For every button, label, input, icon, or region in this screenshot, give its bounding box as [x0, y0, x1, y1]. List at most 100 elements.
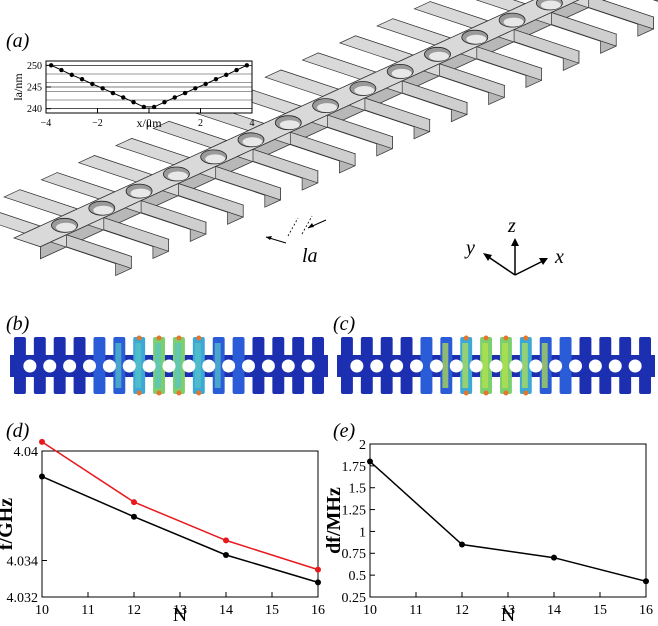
beam-hole-highlight: [167, 171, 188, 181]
panel-label-b: (b): [6, 313, 30, 335]
data-point: [162, 99, 167, 105]
x-tick-label: 16: [639, 603, 653, 618]
data-point: [182, 90, 188, 96]
x-tick-label: 11: [81, 603, 94, 618]
chart-e: 0.25 0.5 0.75 1 1.25 1.5 1.75 2 10 11 12 13 14 15 16 Nd…: [323, 438, 653, 626]
data-point: [193, 86, 198, 91]
data-point: [131, 499, 137, 506]
mode-edge-highlight: [196, 335, 202, 341]
data-point: [69, 72, 74, 78]
axis-z-label: z: [507, 215, 516, 237]
y-tick-label: 2: [359, 438, 366, 453]
axis-x-label: x: [554, 246, 564, 268]
beam-hole-highlight: [540, 0, 561, 10]
data-point: [151, 104, 157, 110]
beam-near-tooth-side: [215, 165, 281, 201]
mode-tooth: [53, 337, 66, 394]
mode-edge-highlight: [136, 335, 142, 341]
mode-hole: [628, 359, 642, 373]
data-point: [100, 86, 105, 91]
beam-hole-highlight: [130, 188, 151, 198]
data-point: [110, 90, 116, 96]
mode-hole: [261, 359, 275, 373]
beam-far-tooth: [301, 52, 377, 80]
data-point: [79, 77, 85, 82]
mode-edge-highlight: [503, 335, 509, 341]
mode-hotspot: [541, 343, 548, 388]
mode-hole: [102, 359, 116, 373]
y-tick-label: 0.75: [342, 547, 367, 562]
data-point: [315, 566, 321, 573]
x-tick-label: 2: [198, 118, 203, 129]
beam-near-tooth-side: [551, 12, 617, 47]
mode-hotspot: [115, 343, 122, 388]
mode-edge-highlight: [176, 335, 182, 341]
x-tick-label: 4: [250, 118, 255, 129]
plot-frame: [41, 450, 319, 598]
mode-tooth: [559, 337, 572, 394]
mode-tooth: [599, 337, 612, 394]
mode-tooth: [13, 337, 26, 394]
mode-hotspot: [482, 343, 489, 388]
mode-hole: [222, 359, 236, 373]
mode-hole: [281, 359, 295, 373]
y-tick-label: 1.25: [342, 503, 367, 518]
mode-tooth: [360, 337, 373, 394]
panel-label-a: (a): [6, 30, 30, 52]
mode-edge-highlight: [136, 390, 142, 396]
mode-edge-highlight: [523, 335, 529, 341]
mode-shape-c: [337, 335, 655, 396]
mode-hotspot: [135, 343, 142, 388]
data-point: [141, 104, 147, 110]
y-tick-label: 4.034: [7, 554, 39, 569]
panel-label-d: (d): [6, 420, 30, 442]
beam-near-tooth-side: [401, 80, 468, 115]
mode-edge-highlight: [156, 390, 162, 396]
data-point: [203, 81, 208, 87]
mode-tooth: [33, 337, 46, 394]
beam-far-tooth: [264, 69, 340, 97]
mode-hole: [469, 359, 483, 373]
mode-hole: [122, 359, 136, 373]
beam-near-tooth-side: [66, 234, 132, 269]
beam-far-tooth: [3, 189, 79, 217]
axis-y-label: y: [464, 237, 475, 259]
mode-hole: [370, 359, 384, 373]
mode-tooth: [619, 337, 632, 394]
mode-hole: [63, 359, 77, 373]
beam-hole-highlight: [242, 137, 263, 147]
mode-hole: [390, 359, 404, 373]
x-tick-label: 0: [147, 118, 152, 129]
beam-3d-drawing: [0, 0, 658, 277]
mode-hotspot: [155, 343, 162, 388]
x-tick-label: 11: [409, 603, 422, 618]
mode-tooth: [292, 337, 305, 394]
x-tick-label: 12: [127, 603, 141, 618]
mode-edge-highlight: [156, 335, 162, 341]
y-tick-label: 1.75: [342, 460, 367, 475]
coordinate-axes: z x y: [464, 215, 564, 276]
mode-hole: [301, 359, 315, 373]
mode-tooth: [340, 337, 353, 394]
x-tick-label: 16: [311, 603, 325, 618]
mode-edge-highlight: [463, 335, 469, 341]
mode-tooth: [420, 337, 433, 394]
beam-hole-highlight: [503, 17, 524, 27]
mode-hotspot: [194, 343, 201, 388]
mode-hole: [588, 359, 602, 373]
mode-tooth: [579, 337, 592, 394]
beam-hole-highlight: [354, 86, 375, 95]
mode-hole: [569, 359, 582, 373]
data-point: [643, 578, 649, 585]
mode-hole: [410, 359, 423, 373]
data-point: [551, 554, 557, 561]
beam-far-tooth: [77, 155, 153, 183]
beam-near-tooth-side: [140, 200, 207, 235]
beam-hole-highlight: [93, 205, 114, 215]
x-tick-label: 10: [35, 603, 49, 618]
beam-near-tooth-side: [252, 148, 319, 184]
beam-hole-highlight: [205, 154, 226, 164]
y-tick-label: 4.032: [7, 591, 39, 606]
mode-edge-highlight: [523, 390, 529, 396]
data-point: [213, 77, 219, 82]
